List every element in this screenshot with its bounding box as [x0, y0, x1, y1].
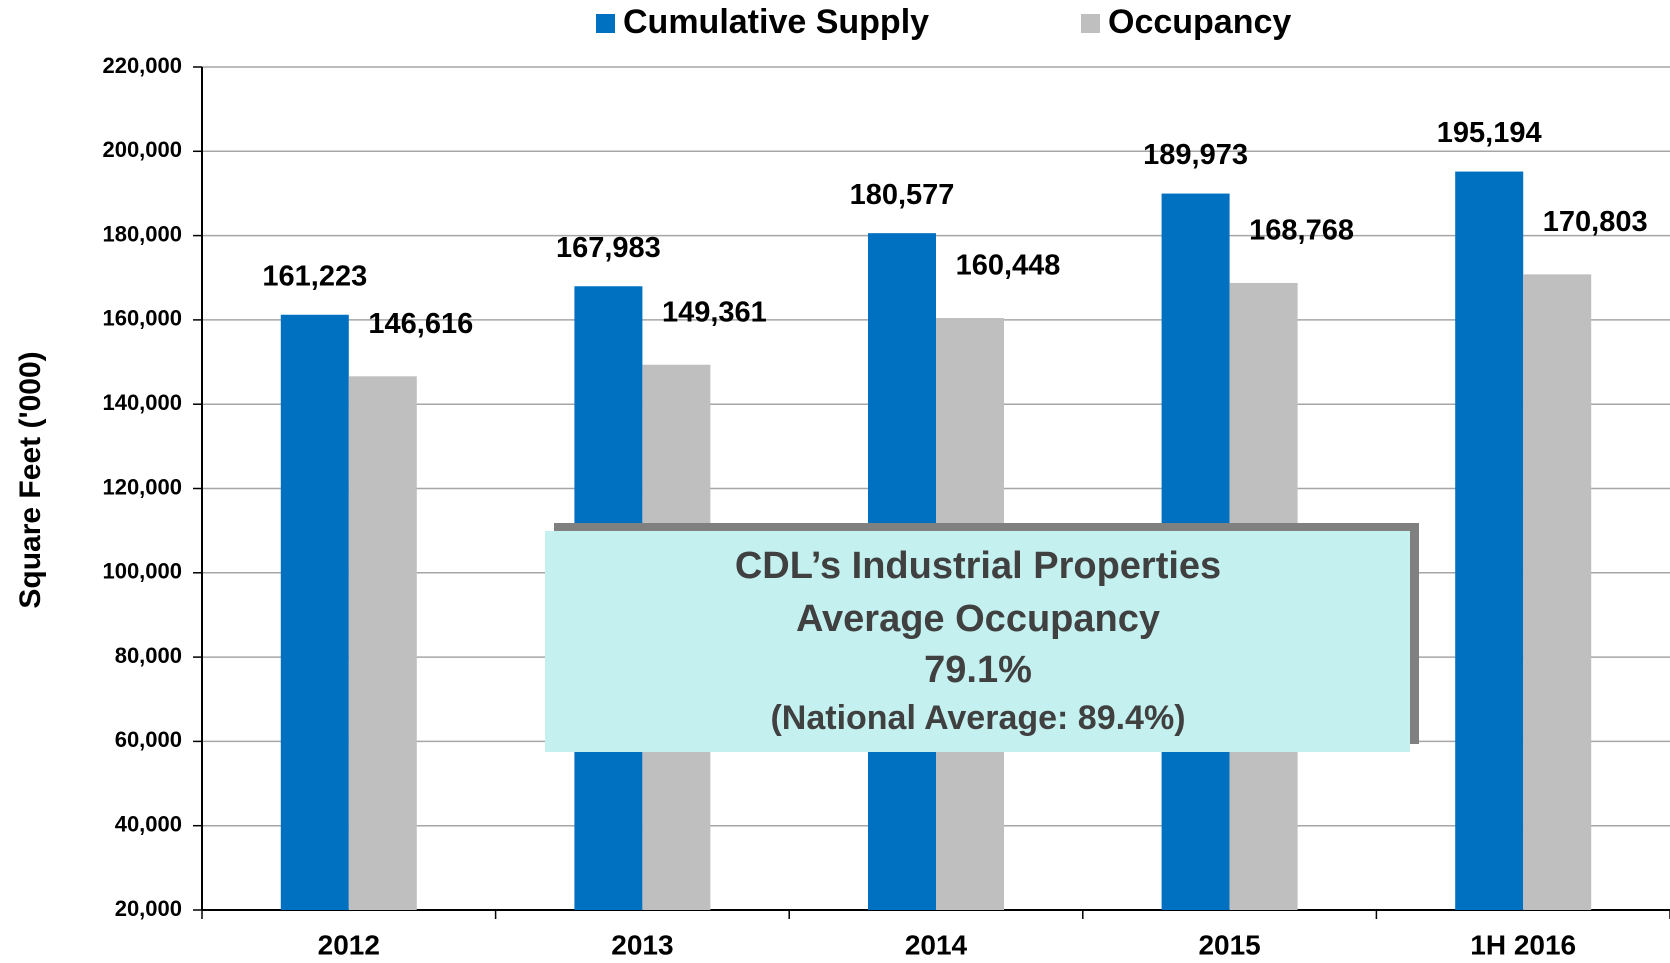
x-tick-label: 2013 — [611, 929, 673, 960]
x-tick-label: 2012 — [318, 929, 380, 960]
y-tick-label: 200,000 — [102, 137, 182, 162]
y-tick-label: 80,000 — [115, 643, 182, 668]
legend-label: Cumulative Supply — [623, 3, 929, 41]
y-tick-label: 220,000 — [102, 53, 182, 78]
legend-swatch — [1081, 14, 1100, 33]
data-label: 161,223 — [262, 260, 367, 292]
y-tick-label: 160,000 — [102, 306, 182, 331]
annotation-text: Average Occupancy — [796, 598, 1160, 640]
data-label: 168,768 — [1249, 215, 1354, 247]
annotation-text: (National Average: 89.4%) — [770, 699, 1185, 737]
bar — [348, 376, 417, 910]
y-tick-label: 20,000 — [115, 896, 182, 921]
x-tick-label: 1H 2016 — [1470, 929, 1576, 960]
data-label: 195,194 — [1437, 117, 1542, 149]
data-label: 149,361 — [662, 296, 767, 328]
legend-swatch — [596, 14, 615, 33]
y-tick-label: 140,000 — [102, 390, 182, 415]
annotation-box — [545, 531, 1410, 752]
data-label: 167,983 — [556, 232, 661, 264]
legend-label: Occupancy — [1108, 3, 1291, 41]
data-label: 189,973 — [1143, 139, 1248, 171]
bar — [1455, 171, 1524, 910]
y-tick-label: 40,000 — [115, 812, 182, 837]
x-tick-label: 2015 — [1198, 929, 1260, 960]
y-axis-label: Square Feet ('000) — [14, 351, 47, 608]
data-label: 160,448 — [956, 250, 1061, 282]
data-label: 180,577 — [850, 179, 955, 211]
y-tick-label: 60,000 — [115, 727, 182, 752]
y-tick-label: 120,000 — [102, 474, 182, 499]
y-tick-label: 100,000 — [102, 559, 182, 584]
bar — [280, 314, 349, 910]
annotation-text: CDL’s Industrial Properties — [735, 545, 1221, 587]
data-label: 146,616 — [368, 308, 473, 340]
data-label: 170,803 — [1543, 206, 1648, 238]
bar — [1523, 274, 1592, 910]
annotation-text: 79.1% — [924, 649, 1032, 691]
y-tick-label: 180,000 — [102, 221, 182, 246]
x-tick-label: 2014 — [905, 929, 968, 960]
